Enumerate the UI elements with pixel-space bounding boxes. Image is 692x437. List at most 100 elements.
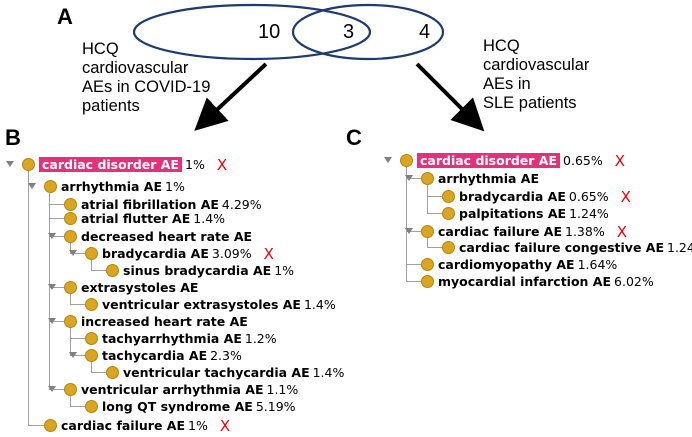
tree-node[interactable]: tachycardia AE 2.3% <box>85 346 242 365</box>
tree-node[interactable]: atrial flutter AE 1.4% <box>64 209 225 228</box>
node-percentage: 1.2% <box>244 331 277 346</box>
node-percentage: 3.09% <box>211 246 252 261</box>
node-circle-icon <box>44 180 57 193</box>
tree-node[interactable]: cardiac disorder AE 1% X <box>22 155 227 174</box>
expand-toggle-icon[interactable] <box>48 284 56 290</box>
node-percentage: 1% <box>274 263 295 278</box>
shared-ae-x-mark: X <box>219 416 231 435</box>
tree-connector-line <box>70 304 85 305</box>
tree-node[interactable]: myocardial infarction AE 6.02% <box>421 272 654 291</box>
node-percentage: 2.3% <box>210 348 242 363</box>
node-circle-icon <box>64 212 77 225</box>
node-percentage: 1.24% <box>569 206 609 221</box>
tree-node[interactable]: cardiac failure congestive AE1.24% <box>442 238 692 257</box>
node-label: sinus bradycardia AE <box>123 263 272 278</box>
tree-node[interactable]: extrasystoles AE <box>64 278 198 297</box>
node-label: increased heart rate AE <box>81 314 248 329</box>
caption-line: AEs in <box>483 75 531 93</box>
tree-node[interactable]: ventricular extrasystoles AE 1.4% <box>85 295 336 314</box>
tree-node[interactable]: cardiomyopathy AE 1.64% <box>421 255 617 274</box>
tree-connector-line <box>91 362 92 372</box>
node-percentage: 1.38% <box>565 224 605 239</box>
node-percentage: 1.4% <box>303 297 336 312</box>
tree-connector-line <box>427 247 442 248</box>
tree-connector-line <box>427 238 428 247</box>
node-circle-icon <box>421 275 434 288</box>
venn-diagram <box>132 3 485 132</box>
tree-connector-line <box>427 213 442 214</box>
expand-toggle-icon[interactable] <box>48 386 56 392</box>
node-label: bradycardia AE <box>459 189 566 204</box>
tree-connector-line <box>49 236 64 237</box>
expand-toggle-icon[interactable] <box>6 161 14 167</box>
tree-connector-line <box>70 294 71 304</box>
tree-connector-line <box>70 355 85 356</box>
tree-connector-line <box>70 253 85 254</box>
expand-toggle-icon[interactable] <box>69 352 77 358</box>
node-label: arrhythmia AE <box>438 171 539 186</box>
node-label: cardiomyopathy AE <box>438 257 575 272</box>
node-circle-icon <box>400 154 413 167</box>
node-label: long QT syndrome AE <box>102 399 253 414</box>
tree-connector-line <box>49 287 64 288</box>
tree-connector-line <box>427 185 428 213</box>
caption-line: cardiovascular <box>82 59 189 77</box>
node-circle-icon <box>64 230 77 243</box>
arrow-left <box>194 62 268 131</box>
tree-node[interactable]: palpitations AE 1.24% <box>442 204 609 223</box>
tree-node[interactable]: arrhythmia AE 1% <box>44 177 185 196</box>
tree-node[interactable]: increased heart rate AE <box>64 312 248 331</box>
tree-connector-line <box>91 270 106 271</box>
node-circle-icon <box>64 281 77 294</box>
node-circle-icon <box>44 419 57 432</box>
tree-node[interactable]: bradycardia AE 0.65% X <box>442 187 631 206</box>
caption-line: AEs in COVID-19 <box>82 78 211 96</box>
tree-node[interactable]: tachyarrhythmia AE 1.2% <box>85 329 277 348</box>
tree-node[interactable]: cardiac failure AE 1.38% X <box>421 222 627 241</box>
caption-sle: HCQ cardiovascular AEs in SLE patients <box>483 37 589 113</box>
expand-toggle-icon[interactable] <box>48 318 56 324</box>
tree-connector-line <box>70 338 85 339</box>
tree-node[interactable]: long QT syndrome AE 5.19% <box>85 397 296 416</box>
node-percentage: 6.02% <box>614 274 654 289</box>
node-circle-icon <box>106 366 119 379</box>
tree-node[interactable]: atrial fibrillation AE 4.29% <box>64 195 262 214</box>
tree-node[interactable]: cardiac disorder AE 0.65% X <box>400 151 625 170</box>
panel-label-a: A <box>57 4 73 29</box>
node-circle-icon <box>64 198 77 211</box>
tree-node[interactable]: decreased heart rate AE <box>64 227 252 246</box>
arrow-right <box>415 62 485 132</box>
node-label: cardiac disorder AE <box>39 157 183 172</box>
node-percentage: 0.65% <box>568 189 609 204</box>
expand-toggle-icon[interactable] <box>405 228 413 234</box>
tree-node[interactable]: ventricular arrhythmia AE 1.1% <box>64 380 298 399</box>
expand-toggle-icon[interactable] <box>48 233 56 239</box>
node-circle-icon <box>442 207 455 220</box>
node-percentage: 1% <box>165 179 185 194</box>
node-label: decreased heart rate AE <box>81 229 253 244</box>
node-label: arrhythmia AE <box>61 179 162 194</box>
tree-node[interactable]: cardiac failure AE 1% X <box>44 416 230 435</box>
expand-toggle-icon[interactable] <box>405 175 413 181</box>
node-label: atrial flutter AE <box>81 211 191 226</box>
shared-ae-x-mark: X <box>620 187 631 206</box>
node-label: tachyarrhythmia AE <box>102 331 242 346</box>
node-label: cardiac failure AE <box>61 418 185 433</box>
expand-toggle-icon[interactable] <box>384 157 392 163</box>
node-circle-icon <box>421 225 434 238</box>
expand-toggle-icon[interactable] <box>28 183 36 189</box>
node-circle-icon <box>64 383 77 396</box>
expand-toggle-icon[interactable] <box>69 250 77 256</box>
tree-node[interactable]: ventricular tachycardia AE 1.4% <box>106 363 344 382</box>
tree-node[interactable]: bradycardia AE 3.09% X <box>85 244 274 263</box>
caption-line: SLE patients <box>483 94 577 112</box>
tree-connector-line <box>70 396 71 406</box>
node-label: palpitations AE <box>459 206 567 221</box>
node-circle-icon <box>421 258 434 271</box>
tree-node[interactable]: sinus bradycardia AE 1% <box>106 261 294 280</box>
node-circle-icon <box>106 264 119 277</box>
node-circle-icon <box>22 158 35 171</box>
tree-node[interactable]: arrhythmia AE <box>421 169 539 188</box>
node-circle-icon <box>85 247 98 260</box>
venn-circle-sle <box>291 3 445 61</box>
